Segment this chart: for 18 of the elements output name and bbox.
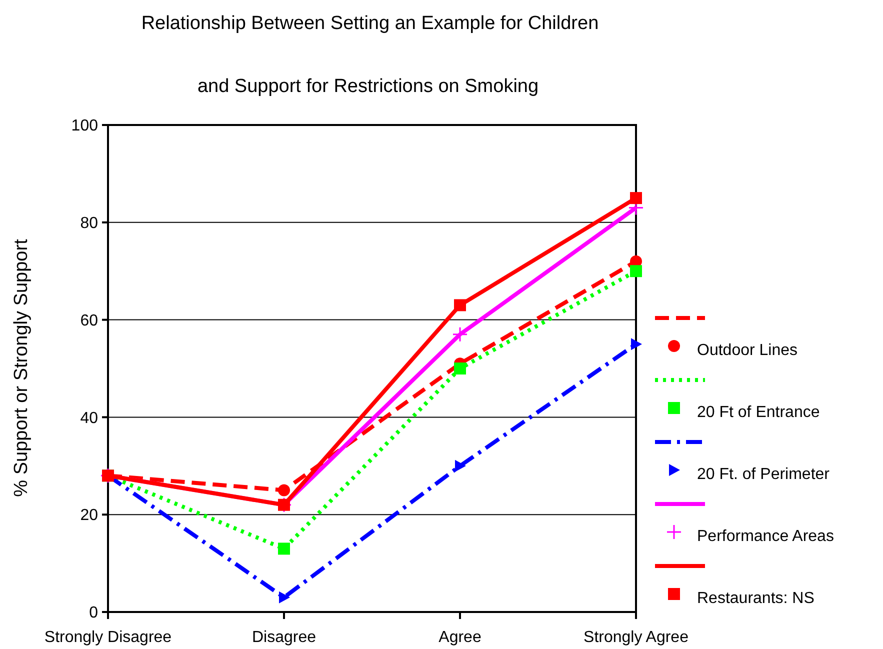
legend-label: Performance Areas: [697, 528, 834, 545]
y-tick-label: 100: [71, 118, 98, 135]
legend-label: Outdoor Lines: [697, 342, 798, 359]
chart-subtitle: and Support for Restrictions on Smoking: [197, 76, 539, 97]
x-tick-label: Strongly Agree: [584, 629, 689, 646]
y-tick-label: 40: [80, 410, 98, 427]
x-tick-label: Strongly Disagree: [44, 629, 172, 646]
legend-label: Restaurants: NS: [697, 590, 814, 607]
y-axis-title: % Support or Strongly Support: [11, 238, 32, 497]
y-tick-label: 80: [80, 215, 98, 232]
y-tick-label: 60: [80, 312, 98, 330]
legend-label: 20 Ft of Entrance: [697, 404, 820, 421]
x-tick-label: Disagree: [252, 629, 316, 646]
legend-label: 20 Ft. of Perimeter: [697, 466, 830, 483]
y-tick-label: 0: [89, 604, 98, 622]
x-tick-label: Agree: [438, 629, 482, 646]
chart-title: Relationship Between Setting an Example for Children: [141, 13, 599, 34]
y-tick-label: 20: [80, 507, 98, 524]
